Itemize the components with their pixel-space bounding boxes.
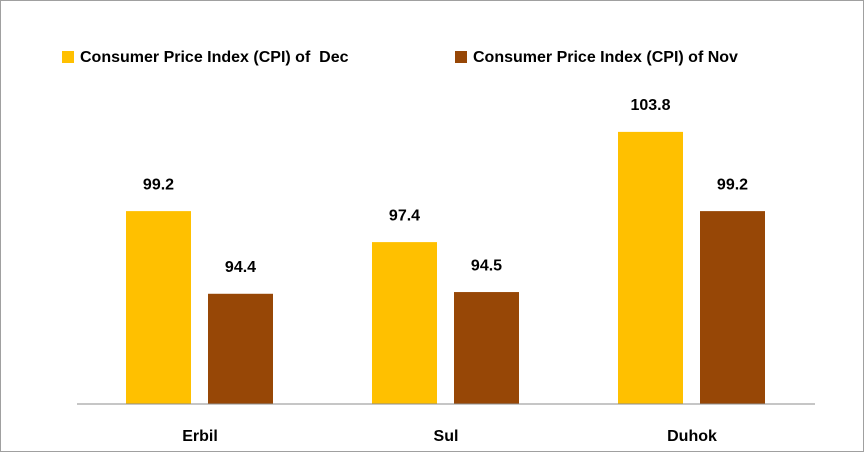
legend-swatch [62,51,74,63]
legend-label: Consumer Price Index (CPI) of Dec [80,49,349,66]
x-tick-label: Erbil [182,428,218,445]
x-tick-label: Sul [434,428,459,445]
bar [454,292,519,404]
bar [372,242,437,404]
legend-swatch [455,51,467,63]
x-tick-label: Duhok [667,428,717,445]
data-label: 103.8 [630,97,670,114]
bar [126,211,191,404]
data-label: 99.2 [143,176,174,193]
bar [700,211,765,404]
data-label: 97.4 [389,207,420,224]
bar [208,293,273,404]
legend-label: Consumer Price Index (CPI) of Nov [473,49,738,66]
data-label: 94.4 [225,259,256,276]
data-label: 94.5 [471,257,502,274]
data-label: 99.2 [717,176,748,193]
bar [618,131,683,404]
